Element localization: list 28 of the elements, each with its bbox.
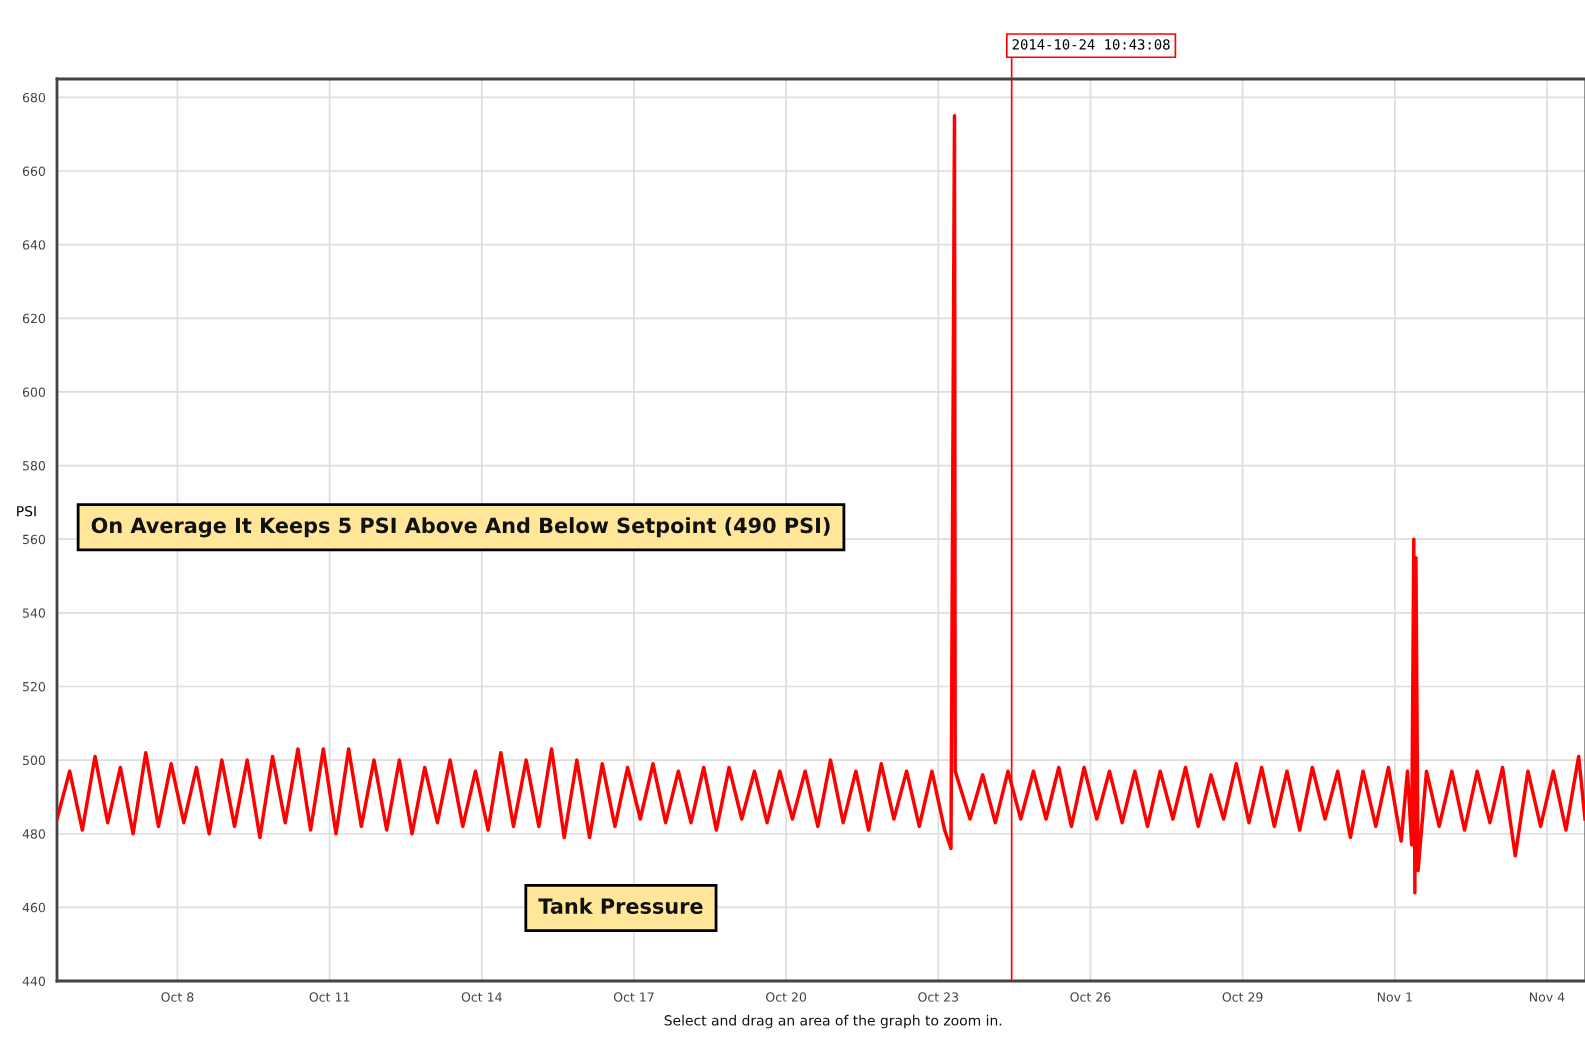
text: Select and drag an area of the graph to zoom in.	[664, 1014, 1002, 1029]
y-tick-label: 500	[22, 755, 46, 766]
y-tick-label: 640	[22, 240, 46, 250]
x-tick-label: Oct 29	[1222, 992, 1263, 1002]
y-tick-label: 540	[22, 608, 46, 618]
y-tick-label: 560	[22, 534, 46, 545]
x-tick-label: Nov 4	[1530, 992, 1565, 1002]
x-tick-label: Oct 14	[461, 992, 502, 1002]
annotation: On Average It Keeps 5 PSI Above And Below Setpoint (490 PSI)	[91, 517, 830, 538]
x-tick-label: Oct 8	[161, 992, 194, 1002]
x-tick-label: Oct 20	[766, 992, 807, 1002]
y-tick-label: 620	[22, 313, 46, 324]
x-tick-label: Oct 11	[309, 992, 350, 1002]
y-tick-label: 680	[22, 92, 46, 103]
y-axis-title: PSI	[17, 505, 36, 517]
x-tick-label: Oct 26	[1070, 992, 1111, 1002]
y-tick-label: 580	[22, 461, 46, 471]
x-tick-label: Nov 1	[1377, 992, 1412, 1002]
x-tick-label: Oct 23	[918, 992, 959, 1002]
y-tick-label: 440	[22, 976, 46, 986]
y-tick-label: 520	[22, 681, 46, 692]
annotation: Tank Pressure	[538, 897, 703, 914]
x-tick-label: Oct 17	[613, 992, 654, 1002]
y-tick-label: 460	[22, 902, 46, 913]
y-tick-label: 660	[22, 166, 46, 176]
ref-line-label: 2014-10-24 10:43:08	[1012, 39, 1170, 50]
y-tick-label: 480	[22, 829, 46, 839]
y-tick-label: 600	[22, 387, 46, 397]
